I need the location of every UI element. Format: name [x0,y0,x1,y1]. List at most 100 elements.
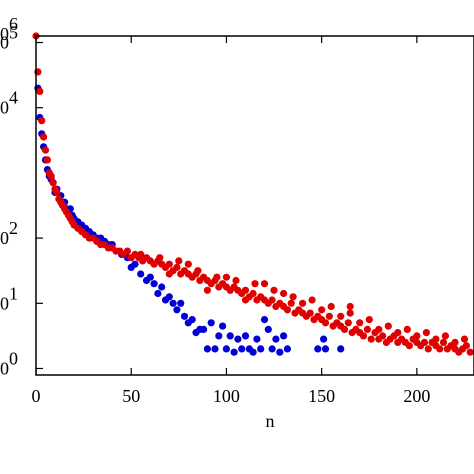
data-point-series-1 [280,289,288,298]
data-point-series-0 [337,345,345,353]
data-point-series-1 [123,247,131,255]
data-point-series-1 [441,332,449,340]
data-point-series-0 [249,348,257,356]
y-axis: 0 00 10 20 40 50 6 [0,14,43,378]
data-point-series-1 [439,338,448,346]
data-point-series-1 [173,263,181,271]
x-axis-label: n [266,411,275,431]
data-point-series-1 [299,299,307,307]
data-point-series-1 [137,250,145,258]
data-point-series-1 [40,133,48,141]
data-point-series-1 [413,332,421,340]
data-point-series-0 [150,280,158,288]
data-point-series-1 [462,342,470,350]
data-point-series-1 [363,325,371,333]
data-point-series-1 [232,276,240,285]
data-point-series-1 [203,286,211,294]
data-point-series-0 [257,345,265,353]
data-point-series-1 [156,254,164,262]
data-point-series-0 [222,345,230,353]
y-tick-label: 0 [0,228,9,248]
data-point-series-1 [436,345,444,353]
x-tick-label: 100 [213,386,240,406]
x-tick-label: 50 [122,386,140,406]
data-point-series-0 [241,332,250,340]
data-point-series-1 [241,296,250,304]
data-point-series-1 [213,273,221,281]
data-point-series-1 [346,302,354,311]
data-point-series-0 [131,260,139,268]
data-point-series-0 [173,306,181,314]
data-point-series-1 [36,87,44,95]
data-point-series-1 [375,325,383,333]
data-point-series-0 [211,345,219,353]
data-point-series-1 [194,267,202,275]
data-point-series-1 [346,309,354,317]
data-point-series-0 [207,319,215,327]
data-point-series-0 [169,299,177,307]
data-point-series-1 [38,117,46,125]
data-point-series-1 [344,319,352,327]
data-point-series-0 [260,316,269,324]
data-point-series-1 [175,257,183,265]
data-point-series-0 [200,325,208,333]
data-point-series-0 [314,345,322,353]
data-point-series-1 [451,338,459,346]
data-point-series-1 [405,342,413,350]
data-point-series-0 [137,270,145,278]
data-point-series-0 [268,345,276,353]
data-point-series-1 [222,273,230,281]
data-point-series-0 [320,335,328,343]
data-point-series-0 [188,316,196,324]
data-point-series-1 [340,325,349,333]
data-point-series-0 [226,332,234,340]
y-tick-exponent: 4 [9,88,18,108]
data-point-series-1 [283,306,291,314]
data-point-series-1 [365,316,373,324]
data-point-series-0 [180,312,189,320]
data-point-series-1 [420,338,429,346]
y-tick-exponent: 1 [9,283,18,303]
data-point-series-1 [379,332,387,340]
data-point-series-1 [308,296,316,304]
y-tick-exponent: 2 [9,218,18,238]
data-point-series-0 [283,345,291,353]
data-point-series-1 [184,260,192,268]
data-point-series-1 [356,319,364,327]
data-point-series-1 [241,286,250,294]
data-point-series-1 [403,325,411,333]
y-tick-label: 0 [0,98,9,118]
data-point-series-0 [264,325,272,333]
data-point-series-1 [306,309,314,317]
data-point-series-1 [460,335,469,343]
data-point-series-0 [146,273,154,281]
data-point-series-1 [384,322,392,330]
x-tick-label: 150 [308,386,335,406]
data-point-series-1 [53,188,61,197]
y-tick-exponent: 6 [9,14,18,34]
data-point-series-0 [219,322,227,330]
data-point-series-0 [230,348,238,356]
data-point-series-1 [466,348,474,356]
data-point-series-0 [203,345,211,353]
data-point-series-0 [154,289,162,298]
data-point-series-1 [424,345,432,353]
data-point-series-1 [394,329,402,337]
data-point-series-0 [321,345,330,353]
data-point-series-0 [177,299,185,307]
data-point-series-1 [321,319,330,327]
data-point-series-0 [280,332,288,340]
data-point-series-1 [165,260,173,268]
data-point-series-1 [43,156,52,164]
data-point-series-0 [158,283,166,291]
data-point-series-1 [337,312,345,320]
y-tick-label: 0 [0,293,9,313]
data-point-series-1 [359,332,368,340]
data-point-series-0 [272,335,280,343]
data-point-series-1 [318,306,326,314]
y-tick-exponent: 0 [9,348,18,368]
data-point-series-1 [41,146,50,154]
data-point-series-1 [287,299,295,307]
x-tick-label: 0 [32,386,41,406]
